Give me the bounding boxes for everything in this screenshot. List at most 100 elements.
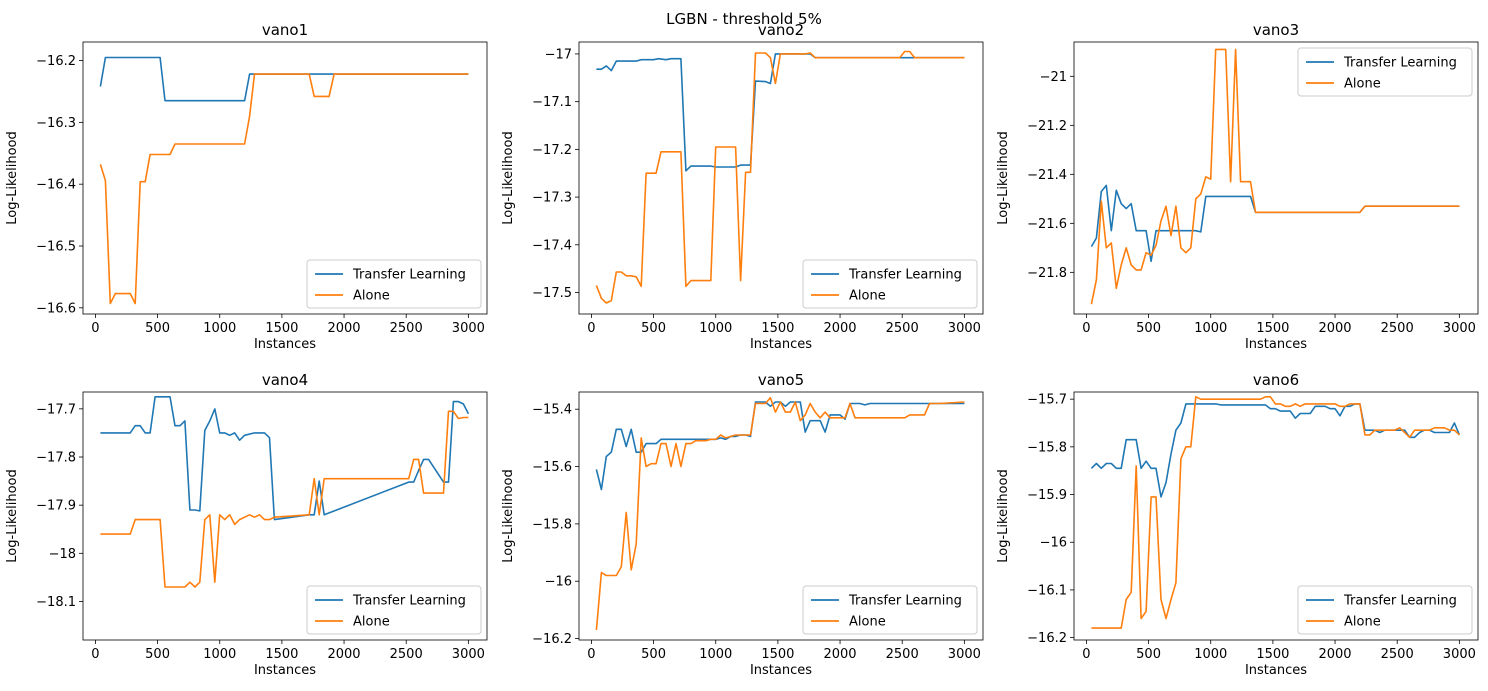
legend: Transfer Learning Alone	[802, 259, 978, 309]
legend-label: Alone	[353, 289, 390, 304]
y-axis-label: Log-Likelihood	[5, 469, 20, 562]
y-tick-label: −21.2	[1027, 119, 1067, 134]
x-tick-label: 2000	[1318, 647, 1351, 662]
legend: Transfer Learning Alone	[1297, 585, 1473, 635]
y-tick-label: −17	[545, 47, 572, 62]
y-tick-label: −18	[49, 547, 76, 562]
x-tick-label: 0	[1082, 647, 1090, 662]
x-axis-label: Instances	[750, 337, 812, 352]
x-tick-label: 0	[1082, 321, 1090, 336]
y-axis-label: Log-Likelihood	[501, 469, 516, 562]
y-axis-label: Log-Likelihood	[5, 131, 20, 224]
series-line-transfer-learning	[100, 395, 470, 521]
x-tick-label: 0	[587, 321, 595, 336]
legend-box	[306, 585, 482, 635]
legend-label: Transfer Learning	[848, 594, 962, 609]
series-line-transfer-learning	[99, 56, 469, 102]
legend-label: Transfer Learning	[1343, 594, 1457, 609]
x-tick-label: 2000	[327, 647, 360, 662]
legend: Transfer Learning Alone	[306, 585, 482, 635]
y-tick-label: −17.3	[532, 191, 572, 206]
x-tick-label: 2000	[1318, 321, 1351, 336]
x-tick-label: 3000	[1443, 647, 1476, 662]
x-tick-label: 2500	[390, 321, 423, 336]
subplot-title: vano1	[262, 21, 308, 39]
subplot-title: vano3	[1253, 21, 1299, 39]
x-tick-label: 1500	[265, 321, 298, 336]
x-tick-label: 500	[641, 647, 666, 662]
y-tick-label: −16.2	[36, 54, 76, 69]
series-line-alone	[1091, 395, 1460, 629]
y-tick-label: −17.7	[36, 402, 76, 417]
x-tick-label: 1000	[203, 647, 236, 662]
y-tick-label: −15.6	[532, 460, 572, 475]
y-tick-label: −16.4	[36, 178, 76, 193]
x-tick-label: 3000	[948, 647, 981, 662]
x-tick-label: 500	[1136, 321, 1161, 336]
x-tick-label: 0	[587, 647, 595, 662]
y-tick-label: −16.6	[36, 301, 76, 316]
x-tick-label: 1000	[699, 647, 732, 662]
subplot-6: vano6 0 500 1000 1500 2000 2500 3000 −16.2 −16.1 −…	[996, 371, 1479, 678]
x-tick-label: 1500	[761, 321, 794, 336]
legend-label: Alone	[849, 289, 886, 304]
x-tick-label: 2500	[886, 647, 919, 662]
x-tick-label: 1500	[1256, 321, 1289, 336]
y-tick-label: −21.4	[1027, 168, 1067, 183]
y-tick-label: −21.8	[1027, 266, 1067, 281]
subplot-title: vano4	[262, 371, 308, 389]
y-tick-label: −17.8	[36, 451, 76, 466]
y-tick-label: −16.2	[1027, 631, 1067, 646]
x-tick-label: 2500	[390, 647, 423, 662]
x-tick-label: 1000	[203, 321, 236, 336]
y-tick-label: −17.5	[532, 286, 572, 301]
series-line-alone	[99, 73, 469, 305]
x-tick-label: 0	[91, 647, 99, 662]
x-axis-label: Instances	[750, 663, 812, 678]
y-axis-label: Log-Likelihood	[996, 131, 1011, 224]
x-tick-label: 1500	[761, 647, 794, 662]
legend-label: Alone	[849, 615, 886, 630]
subplot-title: vano6	[1253, 371, 1299, 389]
x-tick-label: 1000	[699, 321, 732, 336]
y-tick-label: −16.1	[1027, 583, 1067, 598]
subplots-grid: vano1 0 500 1000 1500 2000 2500 3000 −16.6 −16.5 −…	[5, 21, 1479, 678]
y-tick-label: −16.3	[36, 116, 76, 131]
legend-box	[802, 585, 978, 635]
x-tick-label: 2500	[1381, 321, 1414, 336]
y-tick-label: −15.8	[532, 517, 572, 532]
axes-frame	[82, 41, 488, 315]
series-line-transfer-learning	[1090, 184, 1460, 263]
x-axis-label: Instances	[1245, 663, 1307, 678]
x-tick-label: 2000	[823, 321, 856, 336]
x-tick-label: 500	[641, 321, 666, 336]
x-tick-label: 3000	[452, 647, 485, 662]
x-tick-label: 1000	[1194, 647, 1227, 662]
y-tick-label: −15.7	[1027, 393, 1067, 408]
y-tick-label: −18.1	[36, 595, 76, 610]
y-tick-label: −17.4	[532, 238, 572, 253]
y-axis-label: Log-Likelihood	[996, 469, 1011, 562]
figure-title: LGBN - threshold 5%	[666, 10, 822, 28]
x-tick-label: 1000	[1194, 321, 1227, 336]
series-line-alone	[1090, 48, 1460, 305]
x-tick-label: 3000	[948, 321, 981, 336]
y-tick-label: −16	[545, 575, 572, 590]
x-tick-label: 1500	[265, 647, 298, 662]
x-axis-label: Instances	[254, 337, 316, 352]
y-tick-label: −21	[1040, 70, 1067, 85]
legend-label: Transfer Learning	[848, 268, 962, 283]
legend-label: Transfer Learning	[352, 594, 466, 609]
y-tick-label: −15.8	[1027, 440, 1067, 455]
y-tick-label: −17.2	[532, 143, 572, 158]
legend: Transfer Learning Alone	[1297, 47, 1473, 97]
x-tick-label: 500	[145, 647, 170, 662]
y-tick-label: −16.2	[532, 632, 572, 647]
axes-frame	[1073, 41, 1479, 315]
axes-frame	[82, 391, 488, 641]
y-tick-label: −16	[1040, 536, 1067, 551]
subplot-3: vano3 0 500 1000 1500 2000 2500 3000 −21.8 −21.6 −…	[996, 21, 1479, 352]
y-tick-label: −17.1	[532, 95, 572, 110]
x-tick-label: 2500	[886, 321, 919, 336]
